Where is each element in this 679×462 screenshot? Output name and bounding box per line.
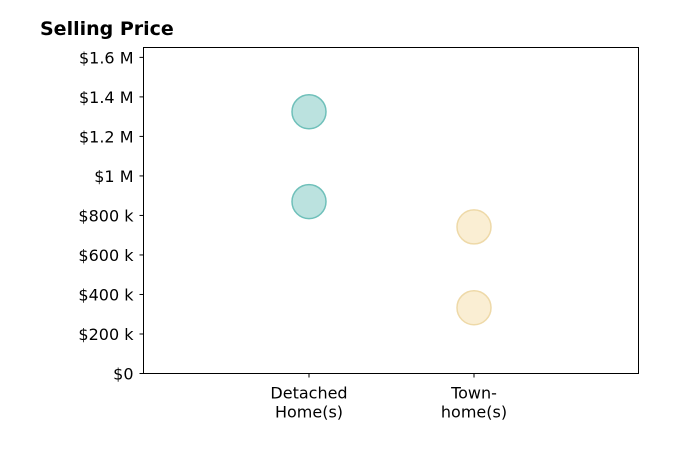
y-tick-label: $400 k — [78, 285, 134, 304]
chart-title: Selling Price — [40, 18, 174, 40]
y-tick-label: $800 k — [78, 206, 134, 225]
data-point — [456, 209, 492, 245]
data-points — [291, 93, 492, 326]
data-point — [291, 183, 327, 220]
y-tick-label: $1 M — [94, 167, 133, 186]
y-axis: $0 $200 k $400 k $600 k $800 k $1 M $1.2 M $1.4… — [78, 48, 144, 384]
y-tick-label: $600 k — [78, 246, 134, 265]
data-point — [456, 289, 492, 326]
x-tick-label: Town-home(s) — [441, 384, 507, 422]
x-tick-label: Detached Home(s) — [270, 384, 347, 422]
y-tick-label: $200 k — [78, 325, 134, 344]
plot-frame — [143, 47, 639, 374]
y-tick-label: $1.6 M — [79, 48, 134, 67]
y-tick-label: $1.4 M — [79, 88, 134, 107]
y-tick-label: $1.2 M — [79, 127, 134, 146]
data-point — [291, 93, 327, 130]
y-tick-label: $0 — [113, 365, 133, 384]
x-axis: Detached Home(s) Town-home(s) — [270, 373, 507, 422]
